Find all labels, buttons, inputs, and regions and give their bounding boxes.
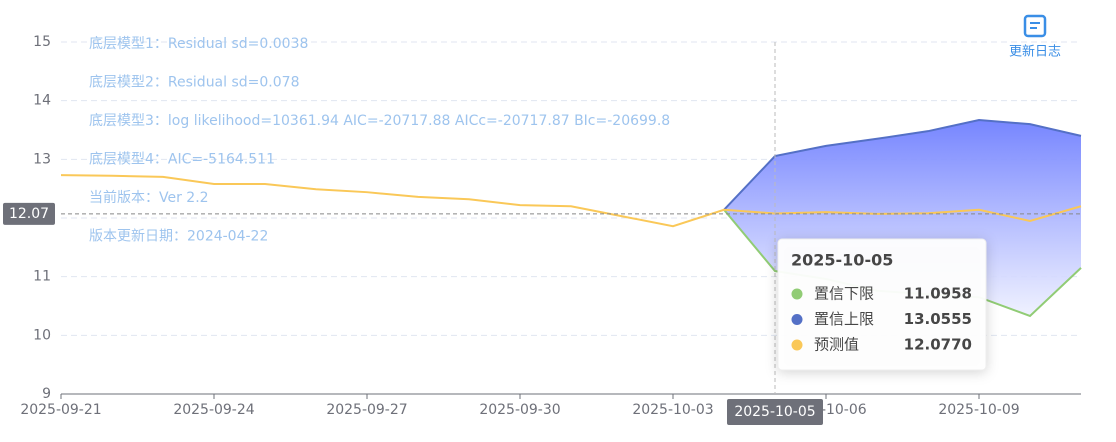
annotation: 底层模型4：AIC=-5164.511 xyxy=(89,152,275,168)
tooltip-dot xyxy=(791,288,803,300)
series-line xyxy=(723,119,1082,211)
y-tick-label: 15 xyxy=(33,34,51,50)
pointer-label: 2025-10-05 xyxy=(734,404,815,420)
annotation: 版本更新日期：2024-04-22 xyxy=(89,229,268,245)
annotation: 底层模型1：Residual sd=0.0038 xyxy=(89,36,308,52)
pointer-label-bg xyxy=(727,399,823,425)
y-tick-label: 11 xyxy=(33,269,51,285)
tooltip-name: 置信上限 xyxy=(814,310,874,328)
y-tick-label: 10 xyxy=(33,327,51,343)
pointer-label-bg xyxy=(3,202,55,225)
tooltip-dot xyxy=(791,314,803,325)
x-tick-label: 2025-10-09 xyxy=(938,402,1019,418)
annotation: 底层模型3：log likelihood=10361.94 AIC=-20717… xyxy=(89,113,670,129)
x-tick-label: 2025-09-21 xyxy=(20,402,101,418)
tooltip-title: 2025-10-05 xyxy=(791,251,893,270)
tooltip-value: 12.0770 xyxy=(904,336,972,354)
tooltip-name: 预测值 xyxy=(814,336,859,354)
y-tick-label: 13 xyxy=(33,151,51,167)
tooltip-name: 置信下限 xyxy=(814,285,874,303)
button-icon[interactable] xyxy=(1023,14,1047,38)
tooltip-value: 11.0958 xyxy=(904,285,972,303)
annotation: 底层模型2：Residual sd=0.078 xyxy=(89,75,299,91)
y-tick-label: 14 xyxy=(33,93,51,109)
annotation: 当前版本：Ver 2.2 xyxy=(89,189,209,206)
tooltip-box xyxy=(777,238,987,371)
update-log-button[interactable]: 更新日志 xyxy=(1009,14,1061,60)
x-tick-label: 2025-09-27 xyxy=(326,402,407,418)
tooltip-value: 13.0555 xyxy=(904,310,972,328)
tooltip-dot xyxy=(791,339,803,351)
x-tick-label: 2025-10-03 xyxy=(632,402,713,418)
tooltip: 2025-10-05 置信下限 11.0958 置信上限 13.0555 预测值 12.07… xyxy=(777,238,987,371)
pointer-label: 12.07 xyxy=(9,206,49,222)
y-tick-label: 9 xyxy=(42,386,51,402)
x-tick-label: 2025-09-24 xyxy=(173,402,254,418)
button-label[interactable]: 更新日志 xyxy=(1009,44,1061,60)
x-tick-label: 2025-09-30 xyxy=(479,402,560,418)
